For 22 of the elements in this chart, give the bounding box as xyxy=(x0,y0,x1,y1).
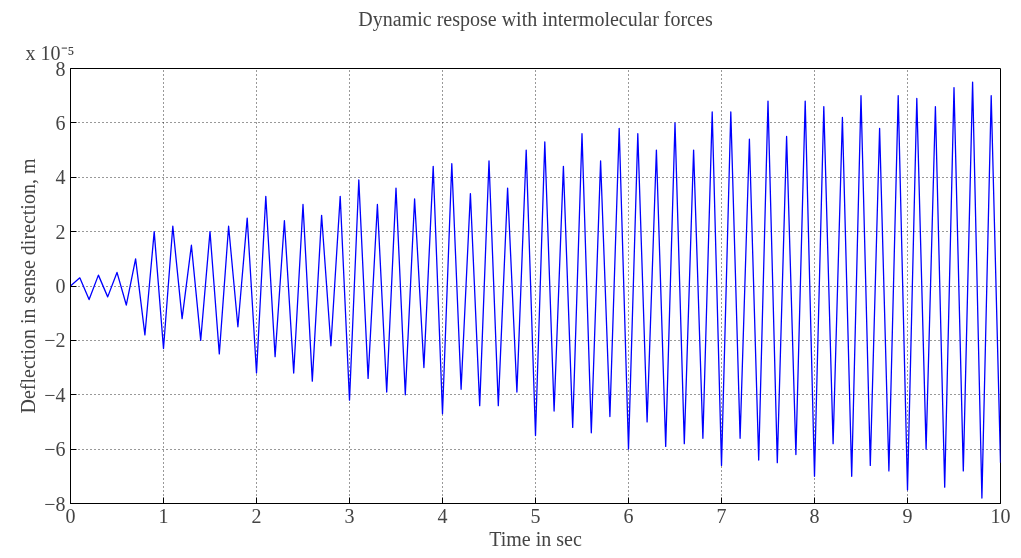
y-axis-title: Deflection in sense direction, m xyxy=(17,158,40,414)
y-tick-label: −4 xyxy=(44,383,66,406)
x-axis-title: Time in sec xyxy=(489,527,582,550)
chart-title: Dynamic respose with intermolecular forces xyxy=(358,7,713,31)
x-tick-label: 2 xyxy=(251,504,262,527)
x-tick-label: 6 xyxy=(623,504,634,527)
y-tick-label: −8 xyxy=(44,492,66,515)
y-tick-label: −2 xyxy=(44,329,66,352)
y-tick-label: 0 xyxy=(55,275,66,297)
y-tick-label: 6 xyxy=(55,111,66,134)
y-tick-label: 2 xyxy=(55,220,66,243)
x-tick-label: 5 xyxy=(530,504,541,527)
x-tick-label: 1 xyxy=(158,504,169,527)
x-tick-label: 7 xyxy=(716,504,727,527)
y-tick-label: 4 xyxy=(55,166,66,189)
x-tick-label: 9 xyxy=(902,504,913,527)
line-series xyxy=(70,81,1001,499)
x-tick-label: 8 xyxy=(809,504,820,527)
x-tick-label: 3 xyxy=(344,504,355,527)
y-tick-label: −6 xyxy=(44,438,66,461)
x-tick-label: 4 xyxy=(437,504,448,527)
x-tick-label: 10 xyxy=(990,504,1011,527)
